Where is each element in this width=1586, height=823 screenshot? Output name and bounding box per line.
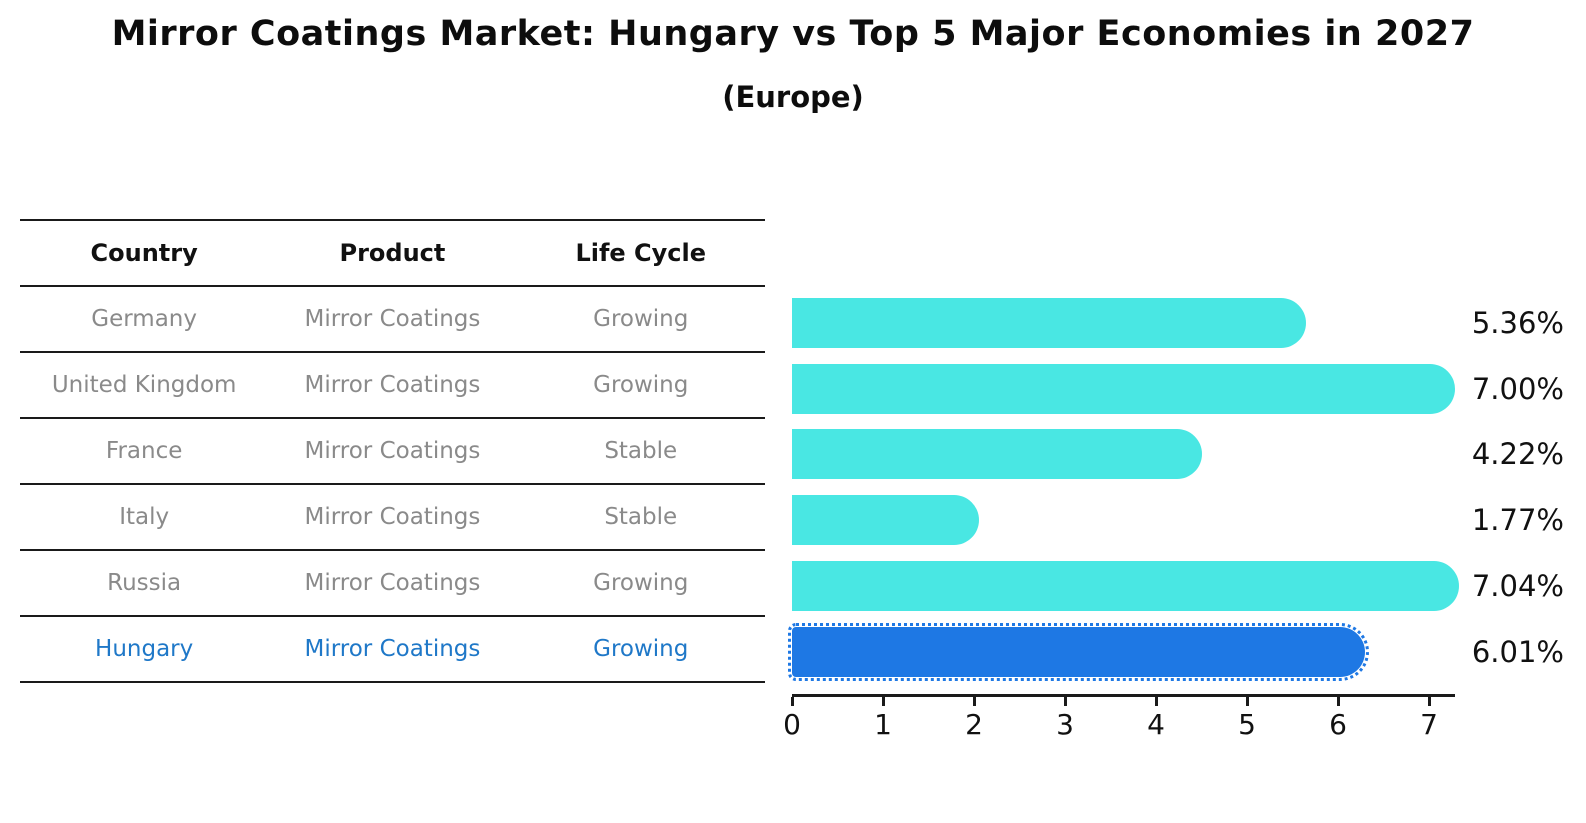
x-axis-line — [792, 694, 1455, 697]
chart-subtitle: (Europe) — [722, 80, 864, 114]
x-axis-tick — [1246, 697, 1249, 706]
table-row-germany: Germany Mirror Coatings Growing — [20, 287, 765, 353]
cell-country: United Kingdom — [51, 372, 237, 398]
bar-value-label: 4.22% — [1471, 437, 1564, 472]
x-axis-tick-label: 5 — [1238, 708, 1256, 741]
table-row-italy: Italy Mirror Coatings Stable — [20, 485, 765, 551]
cell-product: Mirror Coatings — [304, 306, 481, 332]
x-axis-tick-label: 1 — [874, 708, 892, 741]
cell-lifecycle: Growing — [593, 570, 689, 596]
cell-product: Mirror Coatings — [304, 504, 481, 530]
bar-france — [792, 429, 1203, 480]
table-row-hungary: Hungary Mirror Coatings Growing — [20, 617, 765, 683]
x-axis-tick — [1428, 697, 1431, 706]
x-axis-tick-label: 0 — [783, 708, 801, 741]
x-axis-tick — [973, 697, 976, 706]
cell-lifecycle: Growing — [593, 636, 689, 662]
x-axis-tick — [1337, 697, 1340, 706]
cell-product: Mirror Coatings — [304, 438, 481, 464]
x-axis-tick-label: 4 — [1147, 708, 1165, 741]
bar-value-label: 1.77% — [1471, 503, 1564, 538]
bar-value-label: 6.01% — [1471, 634, 1564, 669]
cell-lifecycle: Growing — [593, 306, 689, 332]
table-header-row: Country Product Life Cycle — [20, 221, 765, 287]
cell-lifecycle: Growing — [593, 372, 689, 398]
cell-country: Hungary — [95, 636, 194, 662]
table-row-united-kingdom: United Kingdom Mirror Coatings Growing — [20, 353, 765, 419]
chart-title: Mirror Coatings Market: Hungary vs Top 5… — [111, 14, 1475, 54]
bar-value-label: 7.00% — [1471, 371, 1564, 406]
cell-product: Mirror Coatings — [304, 636, 481, 662]
table-row-russia: Russia Mirror Coatings Growing — [20, 551, 765, 617]
cell-product: Mirror Coatings — [304, 570, 481, 596]
bar-value-label: 7.04% — [1471, 568, 1564, 603]
summary-table: Country Product Life Cycle Germany Mirro… — [20, 219, 765, 683]
x-axis-tick-label: 6 — [1329, 708, 1347, 741]
x-axis-tick — [1155, 697, 1158, 706]
x-axis-tick-label: 7 — [1420, 708, 1438, 741]
bar-value-label: 5.36% — [1471, 306, 1564, 340]
cell-product: Mirror Coatings — [304, 372, 481, 398]
x-axis-tick-label: 3 — [1056, 708, 1074, 741]
cell-country: Germany — [91, 306, 197, 332]
table-row-france: France Mirror Coatings Stable — [20, 419, 765, 485]
x-axis-tick-label: 2 — [965, 708, 983, 741]
x-axis-tick — [1064, 697, 1067, 706]
cell-lifecycle: Stable — [604, 438, 678, 464]
header-country: Country — [90, 239, 198, 267]
bar-russia — [792, 560, 1459, 611]
header-lifecycle: Life Cycle — [575, 239, 707, 267]
header-product: Product — [339, 239, 446, 267]
x-axis-tick — [882, 697, 885, 706]
cell-country: France — [105, 438, 183, 464]
bar-united-kingdom — [792, 363, 1455, 414]
bar-germany — [792, 298, 1306, 348]
bar-hungary — [788, 622, 1369, 681]
bar-italy — [792, 495, 980, 546]
cell-country: Russia — [107, 570, 182, 596]
cell-country: Italy — [119, 504, 170, 530]
cell-lifecycle: Stable — [604, 504, 678, 530]
x-axis-tick — [791, 697, 794, 706]
